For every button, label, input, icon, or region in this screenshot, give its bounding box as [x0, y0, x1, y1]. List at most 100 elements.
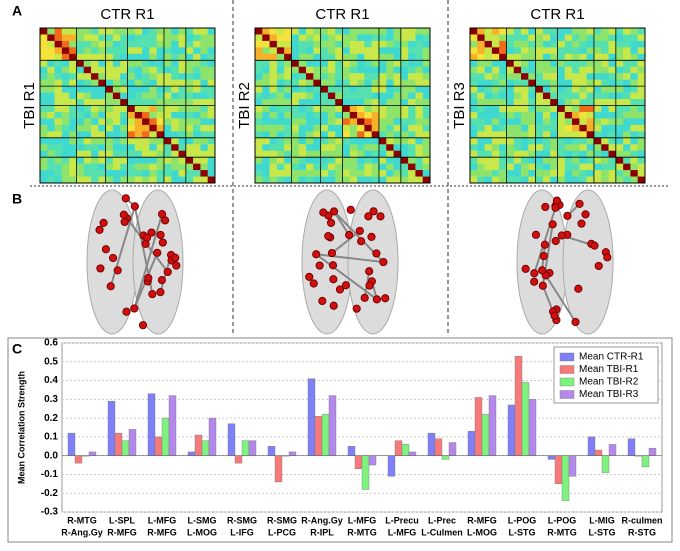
heatmap-cell — [422, 105, 431, 113]
bar — [248, 440, 257, 456]
heatmap-cell — [542, 170, 551, 177]
heatmap-cell — [408, 157, 416, 164]
heatmap-cell — [499, 111, 507, 119]
heatmap-cell — [120, 34, 128, 42]
heatmap-cell — [54, 150, 63, 158]
heatmap-cell — [313, 124, 321, 132]
heatmap-cell — [535, 176, 544, 184]
heatmap-cell — [550, 47, 558, 55]
heatmap-cell — [284, 79, 292, 87]
node — [326, 218, 336, 227]
heatmap-cell — [506, 118, 515, 126]
heatmap-cell — [542, 118, 551, 126]
heatmap-cell — [149, 47, 157, 55]
heatmap-cell — [47, 157, 55, 164]
heatmap-cell — [61, 170, 70, 177]
node — [329, 301, 338, 310]
heatmap-cell — [564, 118, 573, 126]
heatmap-cell — [470, 86, 478, 93]
heatmap-cell — [415, 163, 424, 171]
heatmap-cell — [342, 157, 351, 164]
heatmap-cell — [83, 131, 92, 139]
heatmap-cell — [415, 105, 424, 113]
heatmap-cell — [127, 170, 136, 177]
heatmap-cell — [506, 150, 515, 158]
heatmap-cell — [76, 47, 85, 55]
heatmap-cell — [149, 28, 157, 35]
heatmap-cell — [291, 34, 300, 42]
heatmap-cell — [91, 144, 99, 152]
heatmap-cell — [422, 163, 431, 171]
heatmap-cell — [255, 86, 263, 93]
heatmap-cell — [284, 150, 292, 158]
heatmap-cell — [120, 144, 128, 152]
heatmap-cell — [83, 66, 92, 74]
heatmap-cell — [579, 131, 587, 139]
heatmap-cell — [269, 163, 278, 171]
heatmap-cell — [371, 118, 380, 126]
heatmap-cell — [105, 40, 114, 48]
heatmap-cell — [105, 53, 114, 61]
heatmap-cell — [608, 137, 617, 145]
heatmap-cell — [61, 137, 70, 145]
heatmap-cell — [298, 111, 307, 119]
heatmap-cell — [83, 144, 92, 152]
heatmap-cell — [513, 176, 522, 184]
heatmap-cell — [342, 118, 351, 126]
heatmap-cell — [91, 53, 99, 61]
heatmap-cell — [364, 170, 372, 177]
heatmap-cell — [586, 60, 595, 68]
heatmap-cell — [364, 99, 372, 106]
heatmap-cell — [349, 118, 358, 126]
heatmap-cell — [207, 73, 216, 80]
heatmap-cell — [327, 40, 336, 48]
heatmap-cell — [112, 99, 121, 106]
heatmap-cell — [400, 92, 409, 100]
heatmap-cell — [408, 176, 416, 184]
heatmap-cell — [550, 40, 558, 48]
matrix-side-label: TBI R3 — [451, 82, 468, 129]
heatmap-cell — [313, 60, 321, 68]
heatmap-cell — [262, 144, 270, 152]
heatmap-cell — [298, 176, 307, 184]
heatmap-cell — [408, 144, 416, 152]
heatmap-cell — [156, 137, 165, 145]
heatmap-cell — [127, 137, 136, 145]
heatmap-cell — [506, 73, 515, 80]
heatmap-cell — [185, 34, 194, 42]
heatmap-cell — [491, 144, 500, 152]
bar — [354, 455, 363, 470]
heatmap-cell — [364, 40, 372, 48]
heatmap-cell — [163, 137, 172, 145]
heatmap-cell — [156, 150, 165, 158]
heatmap-cell — [608, 66, 617, 74]
heatmap-cell — [579, 111, 587, 119]
heatmap-cell — [69, 73, 77, 80]
heatmap-cell — [491, 105, 500, 113]
y-tick-label: 0.4 — [44, 375, 58, 386]
heatmap-cell — [477, 118, 485, 126]
heatmap-cell — [557, 131, 566, 139]
heatmap-cell — [542, 111, 551, 119]
heatmap-cell — [291, 28, 300, 35]
heatmap-cell — [579, 176, 587, 184]
heatmap-cell — [499, 157, 507, 164]
heatmap-cell — [564, 137, 573, 145]
heatmap-cell — [550, 157, 558, 164]
heatmap-cell — [276, 137, 285, 145]
heatmap-cell — [415, 40, 424, 48]
heatmap-cell — [105, 137, 114, 145]
node — [355, 226, 364, 236]
heatmap-cell — [499, 144, 507, 152]
heatmap-cell — [378, 176, 387, 184]
node — [305, 272, 314, 281]
heatmap-cell — [470, 176, 478, 184]
heatmap-cell — [255, 105, 263, 113]
node — [160, 216, 170, 225]
heatmap-cell — [298, 163, 307, 171]
heatmap-cell — [586, 86, 595, 93]
heatmap-cell — [499, 86, 507, 93]
heatmap-cell — [386, 47, 394, 55]
heatmap-cell — [163, 111, 172, 119]
heatmap-cell — [54, 40, 63, 48]
